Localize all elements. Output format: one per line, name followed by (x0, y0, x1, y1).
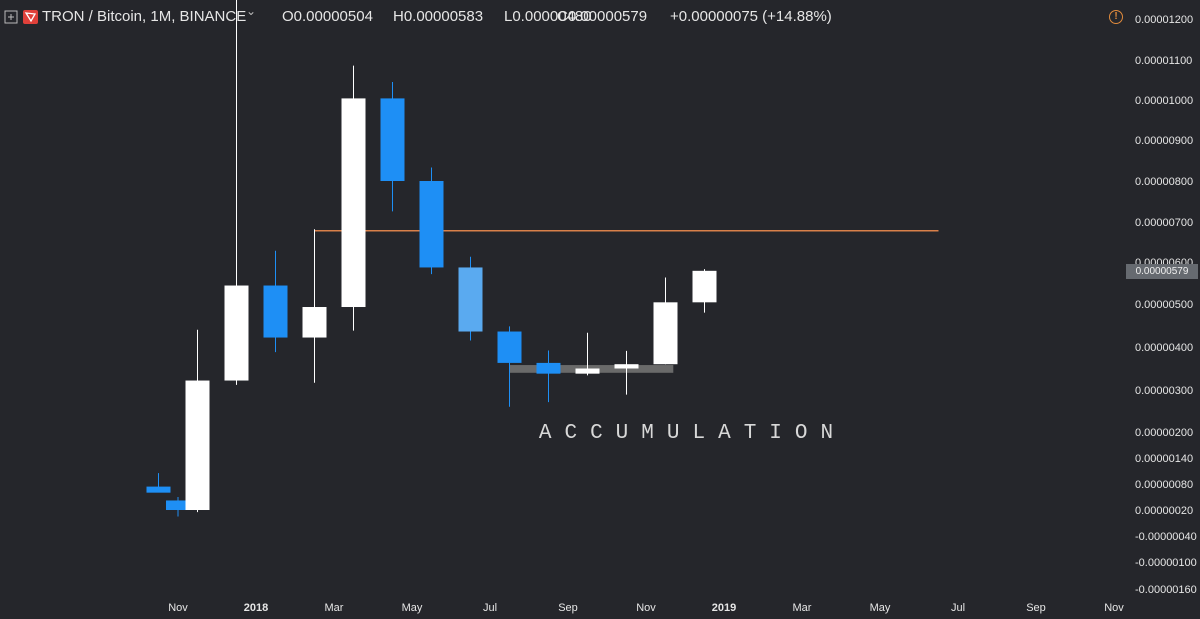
annotation-layer: ACCUMULATION (539, 422, 846, 445)
candle-body (614, 364, 639, 369)
time-tick-label: Nov (636, 602, 656, 614)
candles-layer (146, 0, 717, 517)
time-tick-label: 2018 (244, 602, 268, 614)
tron-logo-icon (23, 10, 38, 24)
price-tick-label: 0.00000140 (1135, 453, 1193, 465)
candle-body (302, 307, 327, 338)
time-axis[interactable]: Nov 2018 Mar May Jul Sep Nov 2019 Mar May Jul Sep No… (168, 602, 1124, 614)
time-tick-label: May (402, 602, 423, 614)
time-tick-label: Sep (558, 602, 578, 614)
time-tick-label: Mar (793, 602, 812, 614)
price-tick-label: -0.00000100 (1135, 557, 1197, 569)
candle-body (575, 368, 600, 374)
price-tick-label: 0.00000900 (1135, 135, 1193, 147)
ohlc-open: O0.00000504 (282, 8, 373, 25)
price-tick-label: 0.00000080 (1135, 479, 1193, 491)
candle-body (380, 98, 405, 181)
time-tick-label: Jul (483, 602, 497, 614)
price-tick-label: 0.00001000 (1135, 95, 1193, 107)
candle-body (341, 98, 366, 308)
accumulation-label: ACCUMULATION (539, 422, 846, 445)
price-tick-label: -0.00000040 (1135, 531, 1197, 543)
price-tick-label: 0.00000020 (1135, 505, 1193, 517)
price-tick-label: 0.00000500 (1135, 299, 1193, 311)
candle-body (692, 270, 717, 303)
price-tick-label: -0.00000160 (1135, 584, 1197, 596)
candle-body (458, 267, 483, 332)
price-tick-label: 0.00000700 (1135, 217, 1193, 229)
ohlc-high: H0.00000583 (393, 8, 484, 25)
candle-body (497, 331, 522, 363)
ohlc-close: C0.00000579 (557, 8, 648, 25)
symbol-title[interactable]: TRON / Bitcoin, 1M, BINANCE (42, 8, 247, 25)
candle-body (263, 285, 288, 338)
time-tick-label: Mar (325, 602, 344, 614)
candle-body (653, 302, 678, 365)
time-tick-label: Sep (1026, 602, 1046, 614)
chevron-down-icon[interactable]: ⌄ (246, 4, 257, 18)
last-price-tag: 0.00000579 (1126, 264, 1198, 279)
time-tick-label: Nov (168, 602, 188, 614)
price-tick-label: 0.00000200 (1135, 427, 1193, 439)
candle-body (224, 285, 249, 381)
collapse-square-icon[interactable] (4, 10, 18, 24)
price-tick-label: 0.00000800 (1135, 176, 1193, 188)
ohlc-low: L0.00000480 (504, 8, 592, 25)
candle-body (146, 486, 171, 493)
price-axis[interactable]: 0.00001200 0.00001100 0.00001000 0.00000900… (1135, 14, 1197, 596)
ohlc-change: +0.00000075 (+14.88%) (670, 8, 832, 25)
time-tick-label: May (870, 602, 891, 614)
price-tick-label: 0.00000300 (1135, 385, 1193, 397)
time-tick-label: 2019 (712, 602, 736, 614)
legend-header: TRON / Bitcoin, 1M, BINANCE ⌄ O0.0000050… (0, 0, 1120, 34)
price-tick-label: 0.00000400 (1135, 342, 1193, 354)
candle-body (185, 380, 210, 510)
price-tick-label: 0.00001200 (1135, 14, 1193, 26)
warning-icon[interactable]: ! (1109, 10, 1123, 24)
time-tick-label: Nov (1104, 602, 1124, 614)
candle-body (536, 362, 561, 374)
price-tick-label: 0.00001100 (1135, 55, 1192, 67)
candle-body (166, 500, 190, 510)
candle-body (419, 181, 444, 268)
time-tick-label: Jul (951, 602, 965, 614)
